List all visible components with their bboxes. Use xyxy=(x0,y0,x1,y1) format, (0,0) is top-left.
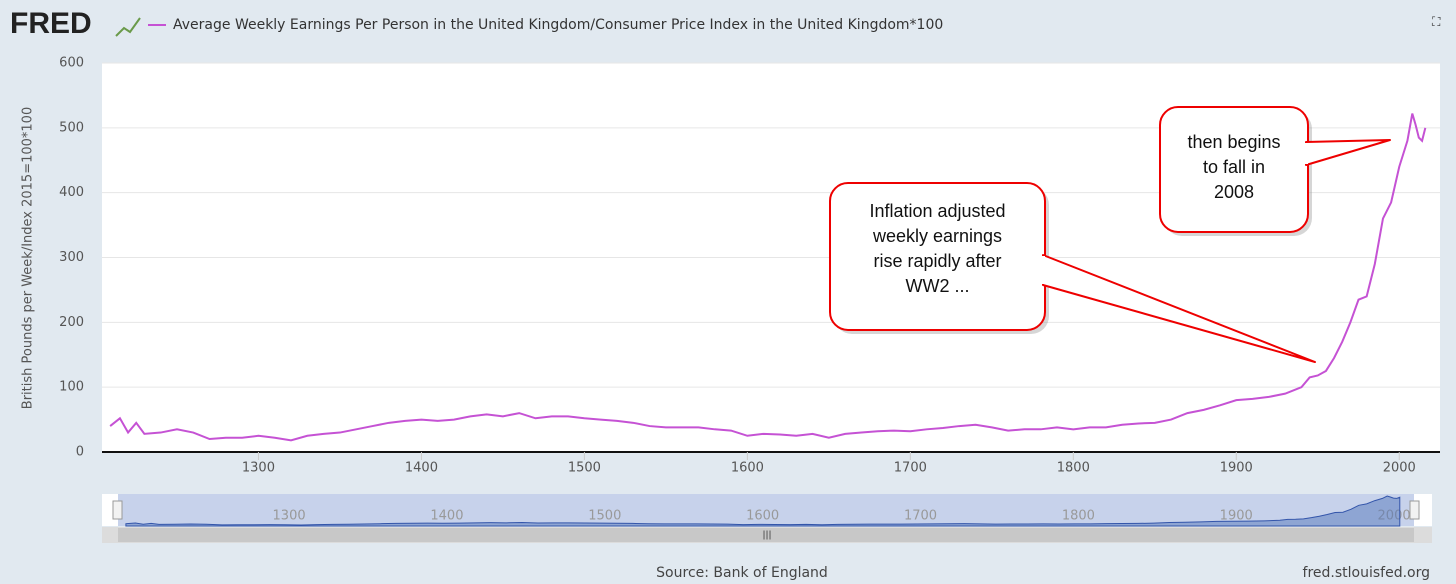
callout-cover xyxy=(1041,256,1045,284)
fullscreen-icon[interactable]: ⛶ xyxy=(1431,15,1441,29)
x-tick-label: 2000 xyxy=(1383,461,1416,476)
source: Source: Bank of England xyxy=(656,565,828,581)
callout-box xyxy=(1159,106,1309,233)
callout-text: weekly earnings xyxy=(872,226,1002,246)
navigator-area xyxy=(125,495,1401,527)
x-tick-label: 1500 xyxy=(568,461,601,476)
x-tick-label: 1900 xyxy=(1220,461,1253,476)
navigator-tick-label: 1900 xyxy=(1220,509,1253,524)
y-tick-label: 100 xyxy=(59,380,84,395)
y-tick-label: 600 xyxy=(59,56,84,71)
y-tick-label: 200 xyxy=(59,315,84,330)
navigator-tick-label: 1600 xyxy=(746,509,779,524)
line-series xyxy=(109,113,1427,442)
navigator-tick-label: 1800 xyxy=(1062,509,1095,524)
y-tick-label: 400 xyxy=(59,185,84,200)
site: fred.stlouisfed.org xyxy=(1303,565,1430,581)
x-tick-label: 1400 xyxy=(405,461,438,476)
callout-text: then begins xyxy=(1187,132,1280,152)
callout-text: WW2 ... xyxy=(906,276,970,296)
scrollbar-grip: ||| xyxy=(762,531,771,541)
chart-title: Average Weekly Earnings Per Person in th… xyxy=(173,17,943,33)
scrollbar-thumb[interactable] xyxy=(118,528,1414,542)
navigator-handle[interactable] xyxy=(1409,500,1420,520)
logo-icon xyxy=(115,17,141,37)
x-tick-label: 1600 xyxy=(731,461,764,476)
callout-text: rise rapidly after xyxy=(873,251,1001,271)
callout-text: Inflation adjusted xyxy=(869,201,1005,221)
navigator-tick-label: 1700 xyxy=(904,509,937,524)
callout: then begins to fall in 2008 xyxy=(1159,106,1391,236)
callout-text: to fall in xyxy=(1203,157,1265,177)
navigator-tick-label: 1300 xyxy=(273,509,306,524)
callout-text: 2008 xyxy=(1214,182,1254,202)
y-tick-label: 500 xyxy=(59,120,84,135)
x-tick-label: 1800 xyxy=(1057,461,1090,476)
callout: Inflation adjusted weekly earnings rise ra… xyxy=(829,182,1316,363)
y-tick-label: 300 xyxy=(59,250,84,265)
logo: FRED xyxy=(10,7,92,40)
navigator-handle[interactable] xyxy=(112,500,123,520)
navigator-selection[interactable] xyxy=(118,494,1414,526)
callout-cover xyxy=(1304,143,1308,164)
navigator-tick-label: 1500 xyxy=(588,509,621,524)
y-axis-label: British Pounds per Week/Index 2015=100*1… xyxy=(21,107,36,409)
x-tick-label: 1700 xyxy=(894,461,927,476)
x-tick-label: 1300 xyxy=(242,461,275,476)
navigator-tick-label: 1400 xyxy=(430,509,463,524)
y-tick-label: 0 xyxy=(76,445,84,460)
